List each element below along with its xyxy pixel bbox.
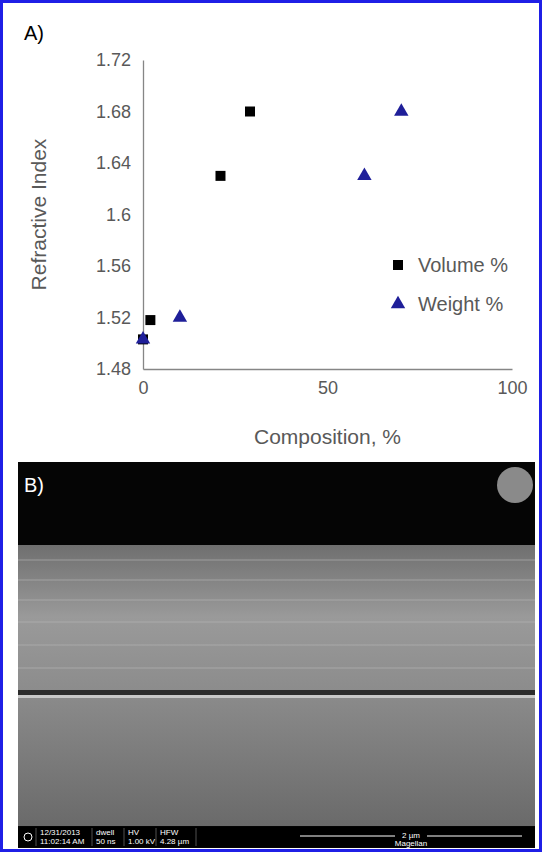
y-tick: 1.68 — [96, 102, 143, 122]
y-tick: 1.48 — [96, 359, 143, 379]
x-tick-label: 100 — [497, 378, 527, 398]
y-tick-label: 1.72 — [96, 50, 131, 70]
series — [136, 103, 409, 343]
x-axis-line — [144, 369, 513, 370]
y-tick-label: 1.68 — [96, 102, 131, 122]
y-axis: 1.48 1.52 1.56 1.6 1.64 1.68 1.72 — [96, 50, 144, 379]
particle — [497, 467, 533, 503]
panel-label: A) — [24, 22, 44, 44]
info-text: 4.28 µm — [160, 837, 189, 846]
series — [138, 107, 255, 345]
micrograph-background — [18, 462, 535, 848]
film-layers — [18, 545, 535, 690]
y-tick: 1.64 — [96, 153, 143, 173]
point — [145, 315, 155, 325]
layer-boundary — [18, 560, 535, 561]
legend-marker — [393, 260, 403, 270]
logo — [24, 833, 32, 841]
x-tick: 50 — [318, 369, 338, 398]
info-text: dwell — [96, 828, 114, 837]
y-tick: 1.72 — [96, 50, 143, 70]
interface-edge — [18, 695, 535, 698]
figure-frame — [2, 2, 541, 851]
info-separator — [196, 828, 197, 846]
info-separator — [92, 828, 93, 846]
y-tick: 1.56 — [96, 256, 143, 276]
info-separator — [124, 828, 125, 846]
point — [215, 171, 225, 181]
y-tick: 1.52 — [96, 308, 143, 328]
figure: A) 1.48 1.52 1.56 1.6 1.64 1.68 1.72 0 50 100 Compo… — [0, 0, 542, 852]
legend-label: Volume % — [418, 254, 508, 276]
y-tick-label: 1.56 — [96, 256, 131, 276]
y-axis-title: Refractive Index — [27, 138, 50, 290]
y-axis-line — [143, 61, 144, 370]
x-tick: 0 — [138, 369, 148, 398]
info-separator — [36, 828, 37, 846]
point — [136, 331, 150, 343]
x-tick: 100 — [497, 369, 527, 398]
point — [394, 103, 408, 115]
info-text: 1.00 kV — [128, 837, 156, 846]
info-separator — [156, 828, 157, 846]
point — [245, 107, 255, 117]
info-bar — [18, 827, 535, 847]
interface — [18, 690, 535, 695]
y-tick: 1.6 — [106, 205, 143, 225]
legend-label: Weight % — [418, 293, 503, 315]
info-text: 11:02:14 AM — [40, 837, 85, 846]
info-text: 50 ns — [96, 837, 116, 846]
layer-boundary — [18, 622, 535, 623]
micrograph: B) 12/31/201311:02:14 AM dwell50 ns HV1.00 … — [18, 462, 535, 848]
legend: Volume % Weight % — [391, 254, 508, 315]
point — [173, 309, 187, 321]
info-text: 12/31/2013 — [40, 828, 81, 837]
y-tick-label: 1.6 — [106, 205, 131, 225]
substrate — [18, 698, 535, 826]
y-tick-label: 1.52 — [96, 308, 131, 328]
point — [357, 168, 371, 180]
legend-marker — [391, 296, 405, 308]
x-tick-label: 0 — [138, 378, 148, 398]
x-tick-label: 50 — [318, 378, 338, 398]
layer-boundary — [18, 580, 535, 581]
x-axis: 0 50 100 — [138, 369, 527, 398]
y-tick-label: 1.64 — [96, 153, 131, 173]
layer-boundary — [18, 668, 535, 669]
layer-boundary — [18, 645, 535, 646]
y-tick-label: 1.48 — [96, 359, 131, 379]
x-axis-title: Composition, % — [254, 425, 401, 448]
layer-boundary — [18, 600, 535, 601]
info-text: HFW — [160, 828, 179, 837]
info-text: HV — [128, 828, 140, 837]
info-text: Magellan — [395, 839, 427, 848]
panel-label: B) — [24, 474, 44, 496]
marks — [136, 103, 409, 344]
